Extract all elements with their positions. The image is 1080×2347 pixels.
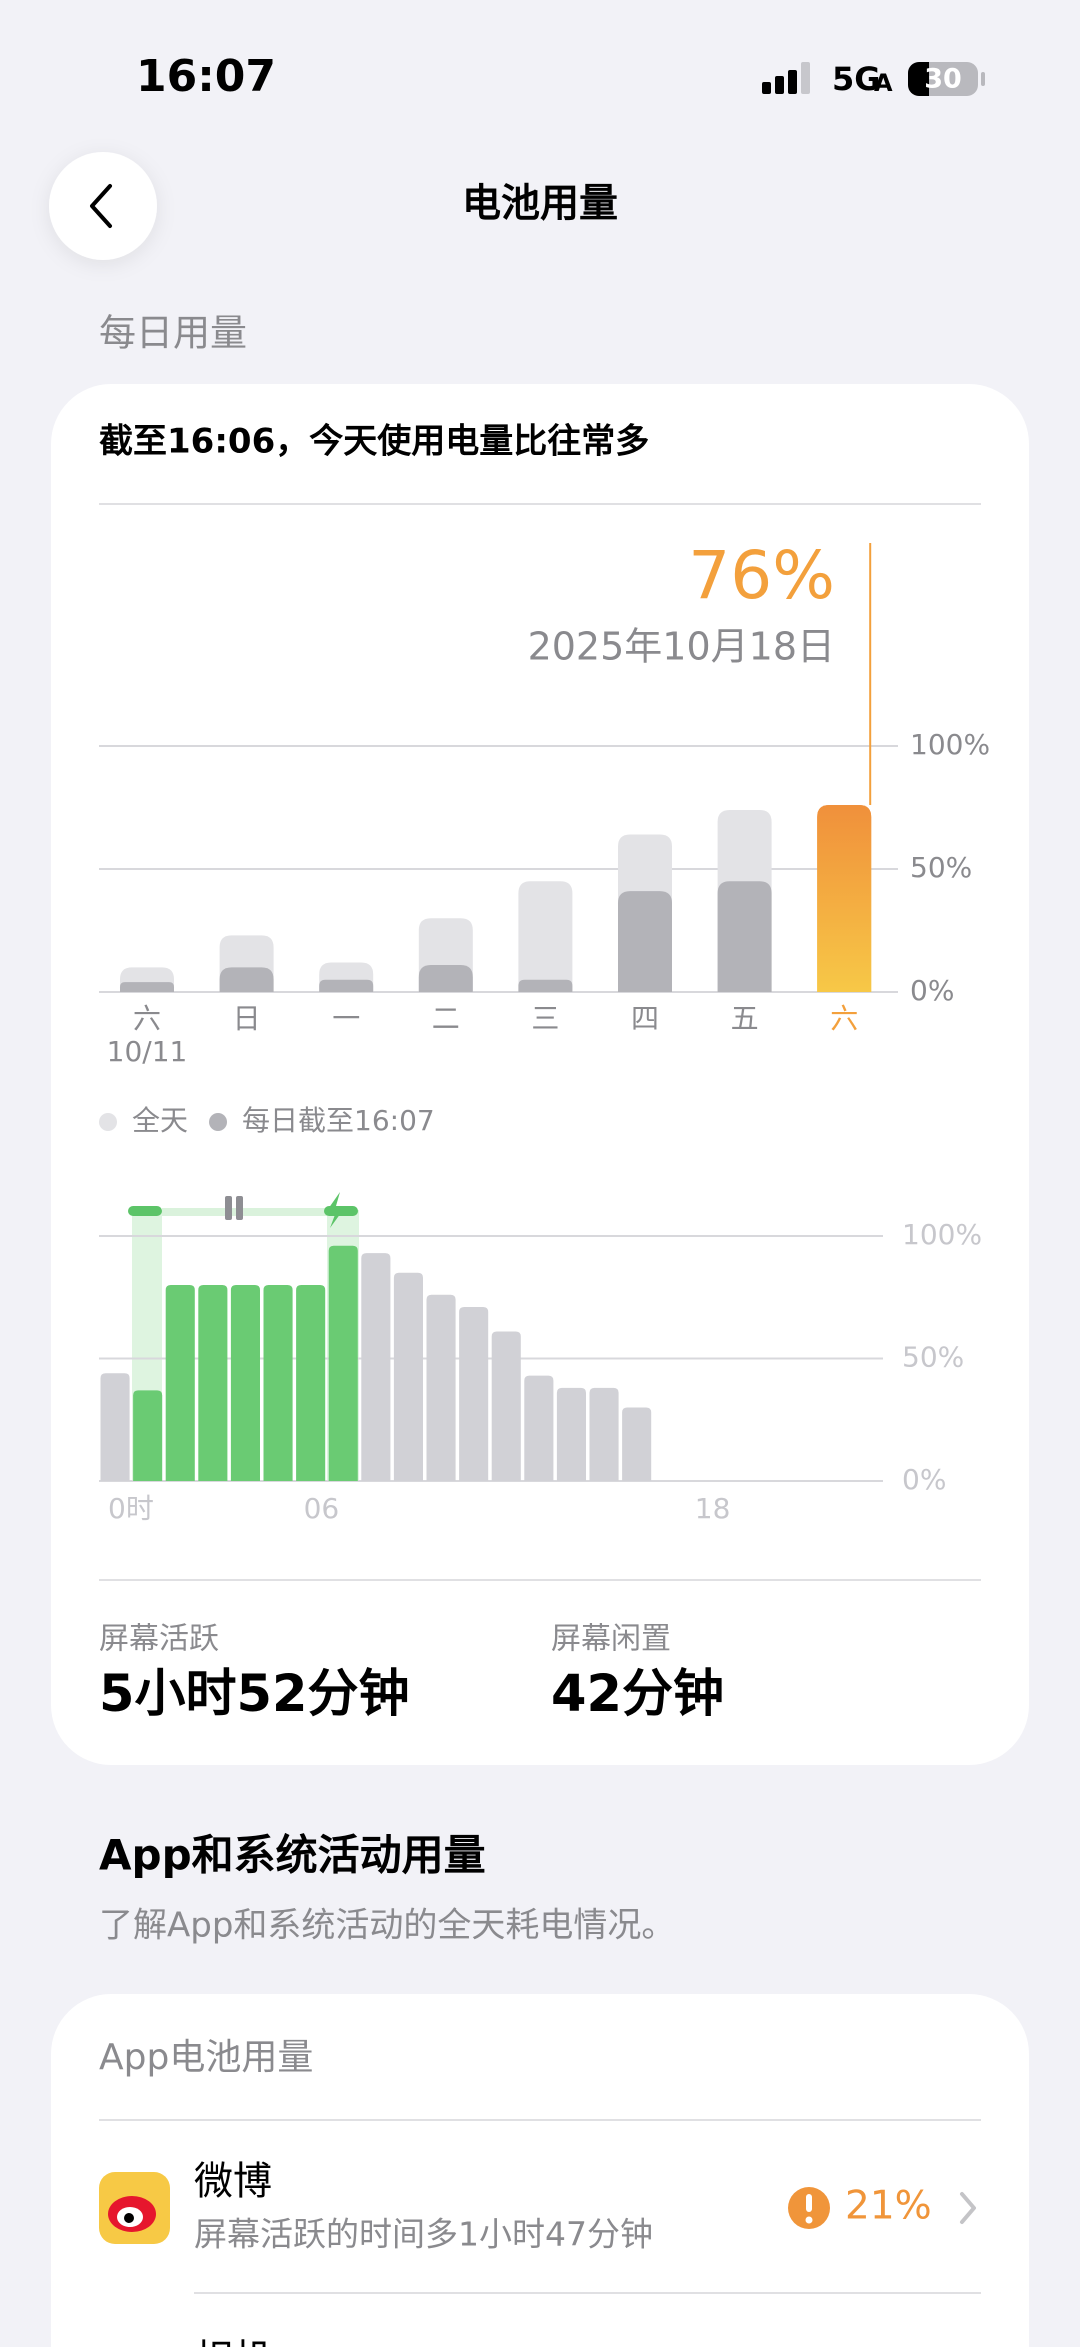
bar xyxy=(518,979,573,992)
weekly-chart: 0%50%100%六10/11日一二三四五六76%2025年10月18日全天 每日… xyxy=(99,537,990,1137)
pause-icon xyxy=(236,1196,243,1220)
app-name: 相机 xyxy=(194,2338,272,2347)
apps-card xyxy=(51,1994,1029,2347)
app-row[interactable]: 微博 屏幕活跃的时间多1小时47分钟 21% xyxy=(99,2160,976,2254)
network-type: 5G xyxy=(832,60,881,98)
bar xyxy=(361,1253,391,1481)
stat-label: 屏幕活跃 xyxy=(99,1622,219,1657)
highlight-date: 2025年10月18日 xyxy=(528,625,835,669)
legend-label: 每日截至16:07 xyxy=(242,1104,435,1137)
y-tick-label: 100% xyxy=(902,1218,982,1251)
usage-summary: 截至16:06，今天使用电量比往常多 xyxy=(99,422,649,462)
chevron xyxy=(960,2192,976,2224)
app-icon-shape xyxy=(124,2213,134,2223)
bar xyxy=(618,891,672,992)
bar xyxy=(459,1307,489,1481)
hourly-chart: 0% 50% 100% 0时 06 18 xyxy=(99,1192,982,1525)
bar xyxy=(120,982,174,992)
bar xyxy=(817,805,872,992)
bar xyxy=(328,1245,358,1481)
x-tick-label: 六 xyxy=(133,1002,161,1035)
charging-marker xyxy=(128,1206,162,1216)
stat-value: 5小时52分钟 xyxy=(99,1665,409,1724)
app-name: 微博 xyxy=(194,2160,272,2205)
bar xyxy=(518,881,573,992)
y-tick-label: 0% xyxy=(910,974,954,1007)
bar xyxy=(219,967,274,992)
warning-dot xyxy=(805,2216,813,2224)
x-tick-label: 五 xyxy=(731,1002,759,1035)
warning-mark xyxy=(806,2194,812,2212)
usage-card xyxy=(51,384,1029,1765)
bar xyxy=(393,1272,423,1481)
back-button[interactable] xyxy=(49,152,157,260)
bar xyxy=(319,979,374,992)
y-tick-label: 50% xyxy=(910,851,972,884)
card-title: App电池用量 xyxy=(99,2037,313,2078)
legend-dot xyxy=(99,1113,117,1131)
bar xyxy=(165,1285,195,1481)
back-icon xyxy=(90,184,112,228)
battery-tip xyxy=(981,72,985,86)
bar xyxy=(230,1285,260,1481)
legend-label: 全天 xyxy=(132,1104,188,1137)
stat-value: 42分钟 xyxy=(551,1665,724,1724)
legend-dot xyxy=(209,1113,228,1131)
app-detail: 屏幕活跃的时间多1小时47分钟 xyxy=(194,2215,653,2254)
battery-level xyxy=(908,62,929,96)
bar xyxy=(589,1387,619,1481)
bar xyxy=(556,1387,586,1481)
x-tick-label: 0时 xyxy=(108,1492,154,1525)
bar xyxy=(296,1285,326,1481)
network-suffix: A xyxy=(874,69,893,97)
bar xyxy=(263,1285,293,1481)
bar xyxy=(524,1375,554,1481)
app-usage: 21% xyxy=(845,2184,932,2229)
y-tick-label: 0% xyxy=(902,1463,946,1496)
x-tick-label: 三 xyxy=(531,1002,559,1035)
x-tick-label: 四 xyxy=(631,1002,659,1035)
bar xyxy=(622,1407,652,1481)
x-tick-label: 二 xyxy=(432,1002,460,1035)
x-tick-label: 日 xyxy=(233,1002,261,1035)
y-tick-label: 100% xyxy=(910,728,990,761)
section-subtitle: 了解App和系统活动的全天耗电情况。 xyxy=(99,1906,675,1946)
battery-percent: 30 xyxy=(924,64,962,95)
bar xyxy=(133,1390,163,1481)
bar xyxy=(717,881,772,992)
bar xyxy=(426,1294,456,1481)
x-tick-label: 六 xyxy=(830,1002,858,1035)
bar xyxy=(418,964,473,992)
x-tick-label: 一 xyxy=(332,1002,360,1035)
stat-label: 屏幕闲置 xyxy=(551,1622,671,1657)
status-time: 16:07 xyxy=(136,51,276,102)
section-title: App和系统活动用量 xyxy=(99,1831,486,1880)
highlight-value: 76% xyxy=(688,537,835,614)
bar xyxy=(100,1373,130,1481)
x-tick-label: 18 xyxy=(695,1492,731,1525)
lightning-icon xyxy=(326,1192,346,1228)
charging-track xyxy=(162,1208,327,1216)
bar xyxy=(198,1285,228,1481)
y-tick-label: 50% xyxy=(902,1341,964,1374)
pause-icon xyxy=(225,1196,232,1220)
section-title: 每日用量 xyxy=(99,312,247,355)
x-tick-label: 06 xyxy=(304,1492,340,1525)
bar xyxy=(491,1331,521,1481)
signal-icon xyxy=(762,62,810,94)
x-tick-sublabel: 10/11 xyxy=(107,1035,188,1068)
page-title: 电池用量 xyxy=(462,182,618,227)
